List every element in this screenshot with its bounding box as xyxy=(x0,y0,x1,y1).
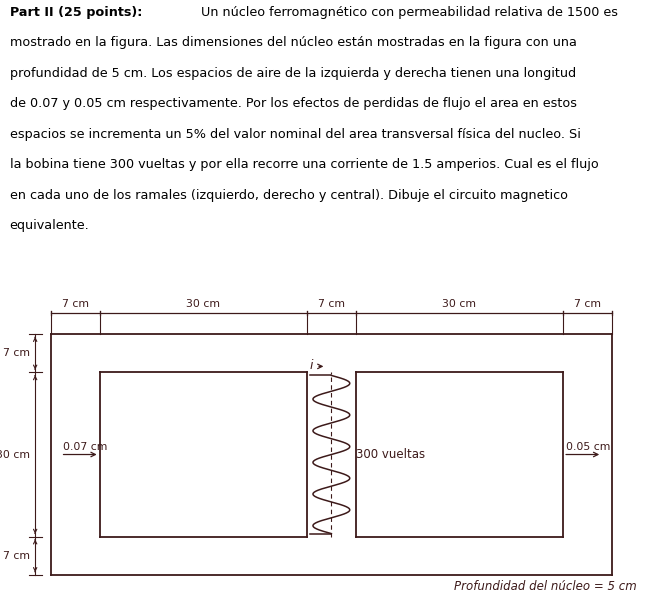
Text: 300 vueltas: 300 vueltas xyxy=(356,448,425,461)
Text: 7 cm: 7 cm xyxy=(62,299,89,309)
Text: de 0.07 y 0.05 cm respectivamente. Por los efectos de perdidas de flujo el area : de 0.07 y 0.05 cm respectivamente. Por l… xyxy=(10,98,577,110)
Text: i: i xyxy=(309,359,313,372)
Text: profundidad de 5 cm. Los espacios de aire de la izquierda y derecha tienen una l: profundidad de 5 cm. Los espacios de air… xyxy=(10,67,576,80)
Text: 7 cm: 7 cm xyxy=(574,299,601,309)
Text: 0.07 cm: 0.07 cm xyxy=(62,442,107,452)
Text: la bobina tiene 300 vueltas y por ella recorre una corriente de 1.5 amperios. Cu: la bobina tiene 300 vueltas y por ella r… xyxy=(10,158,599,172)
Text: Part II (25 points):: Part II (25 points): xyxy=(10,6,142,19)
Text: Un núcleo ferromagnético con permeabilidad relativa de 1500 es: Un núcleo ferromagnético con permeabilid… xyxy=(197,6,618,19)
Text: espacios se incrementa un 5% del valor nominal del area transversal física del n: espacios se incrementa un 5% del valor n… xyxy=(10,128,580,141)
Text: en cada uno de los ramales (izquierdo, derecho y central). Dibuje el circuito ma: en cada uno de los ramales (izquierdo, d… xyxy=(10,189,567,202)
Text: 30 cm: 30 cm xyxy=(443,299,476,309)
Text: Profundidad del núcleo = 5 cm: Profundidad del núcleo = 5 cm xyxy=(454,580,637,593)
Text: Part II (25 points): Un núcleo ferromagnético con permeabilidad relativa de 1500: Part II (25 points): Un núcleo ferromagn… xyxy=(10,6,545,19)
Text: 30 cm: 30 cm xyxy=(0,450,30,459)
Text: 7 cm: 7 cm xyxy=(318,299,345,309)
Text: 7 cm: 7 cm xyxy=(3,551,30,560)
Text: 7 cm: 7 cm xyxy=(3,349,30,358)
Text: mostrado en la figura. Las dimensiones del núcleo están mostradas en la figura c: mostrado en la figura. Las dimensiones d… xyxy=(10,37,577,49)
Text: 30 cm: 30 cm xyxy=(187,299,220,309)
Text: 0.05 cm: 0.05 cm xyxy=(566,442,611,452)
Text: equivalente.: equivalente. xyxy=(10,219,90,232)
